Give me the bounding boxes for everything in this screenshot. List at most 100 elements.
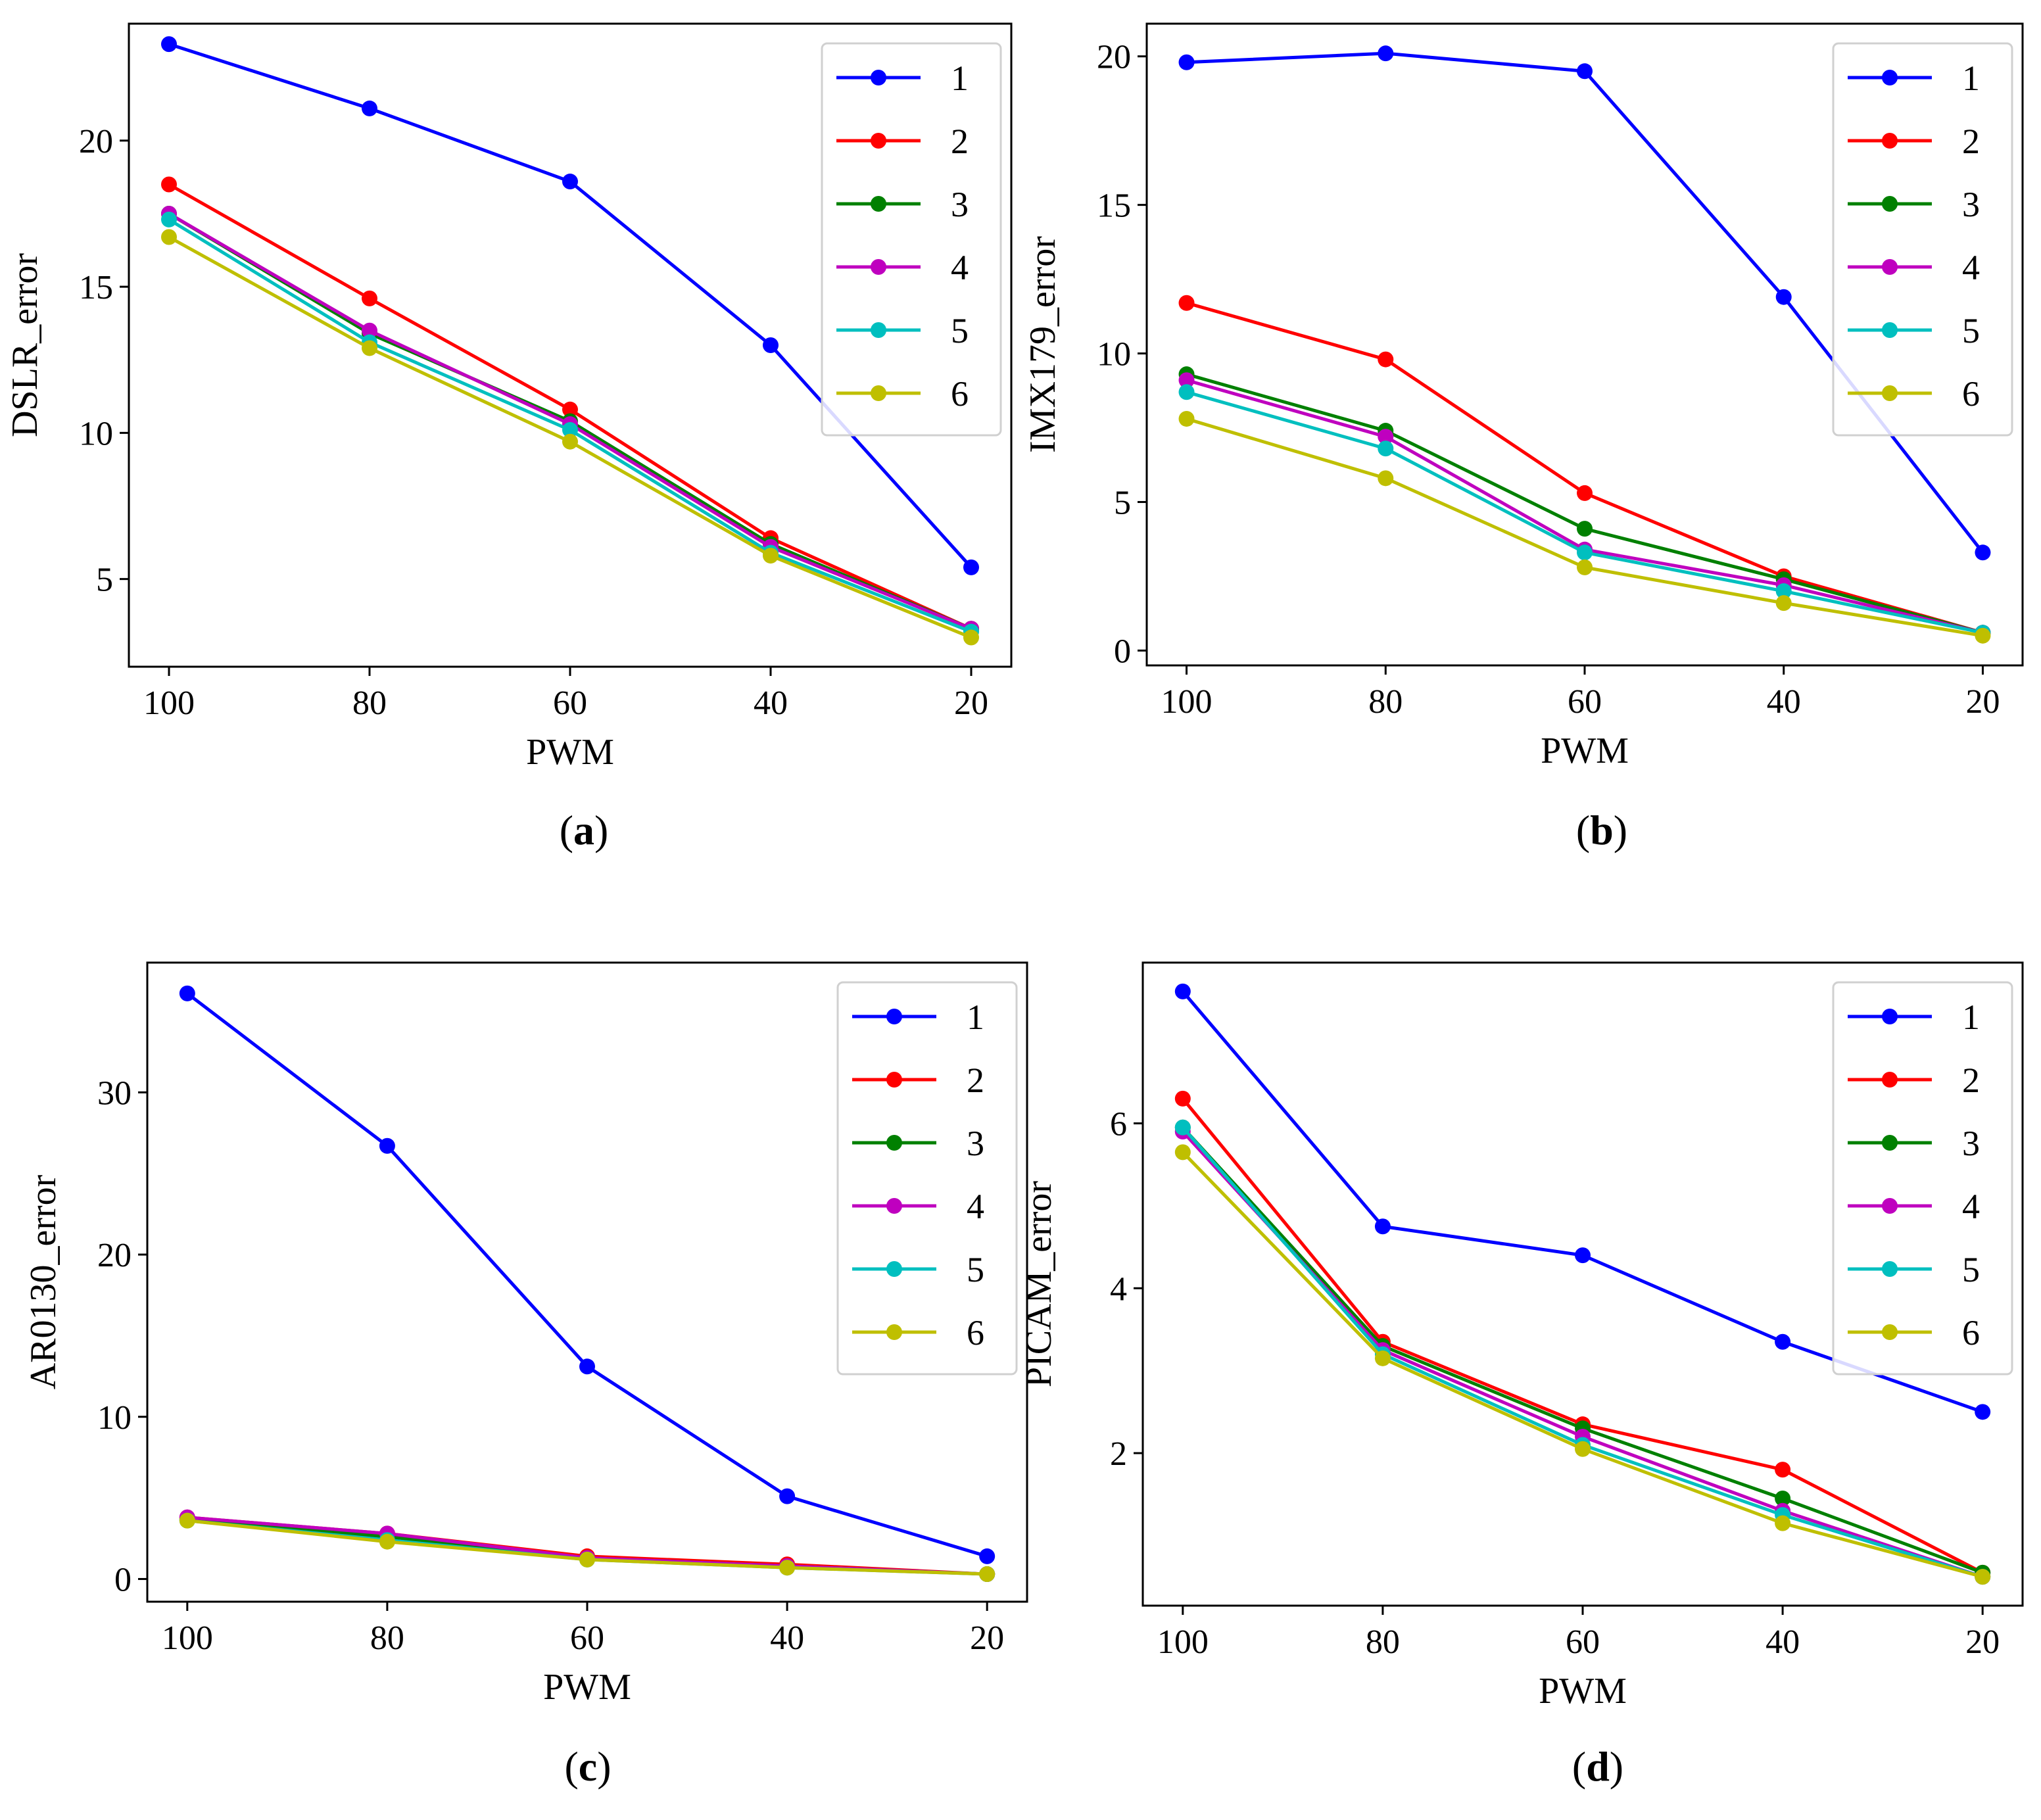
series-1-point <box>979 1548 996 1564</box>
legend-label: 6 <box>967 1313 984 1353</box>
legend-swatch-marker <box>1882 70 1898 85</box>
series-2-point <box>1577 485 1593 501</box>
legend-label: 5 <box>1962 1250 1980 1289</box>
series-2-point <box>1178 295 1195 311</box>
panel-a: 100 80 60 40 20 5 10 15 20 PWM DSLR_error 1 2 3 4 5 6 (a) <box>5 22 1013 853</box>
series-1-point <box>161 36 177 53</box>
caption-close-paren: ) <box>1610 1743 1623 1790</box>
legend-swatch-marker <box>886 1198 902 1214</box>
legend-swatch-marker <box>886 1009 902 1024</box>
series-2-point <box>1378 351 1394 368</box>
caption-open-paren: ( <box>1572 1743 1586 1790</box>
y-tick-label: 20 <box>79 123 113 160</box>
legend-label: 1 <box>967 997 984 1037</box>
series-6-point <box>1378 470 1394 487</box>
legend-label: 4 <box>951 248 969 287</box>
legend-swatch-marker <box>886 1135 902 1151</box>
series-6-point <box>161 229 177 245</box>
legend-swatch-marker <box>1882 133 1898 149</box>
legend-swatch-marker <box>1882 1009 1898 1024</box>
legend-swatch-marker <box>871 322 886 338</box>
y-tick-label: 20 <box>1097 39 1131 76</box>
caption-close-paren: ) <box>1614 807 1627 853</box>
series-6-point <box>562 433 578 450</box>
y-tick-label: 0 <box>114 1561 132 1598</box>
caption-letter: d <box>1586 1743 1610 1790</box>
panel-d: 100 80 60 40 20 2 4 6 PWM PICAM_error 1 2 3 4 5 6 (d) <box>1019 961 2024 1790</box>
x-tick-label: 60 <box>570 1619 604 1657</box>
panel-caption: (c) <box>564 1743 611 1790</box>
series-5-point <box>1378 441 1394 457</box>
series-5-point <box>1178 384 1195 400</box>
legend-label: 2 <box>951 122 969 161</box>
y-tick-label: 10 <box>1097 336 1131 373</box>
series-6-point <box>179 1512 195 1529</box>
series-5-point <box>1577 544 1593 561</box>
legend-label: 2 <box>1962 1061 1980 1100</box>
series-1-point <box>1775 289 1792 305</box>
legend-label: 2 <box>1962 122 1980 161</box>
series-4-point <box>362 322 377 339</box>
legend-swatch-marker <box>1882 1198 1898 1214</box>
series-1-point <box>763 337 779 353</box>
y-axis-title: DSLR_error <box>5 253 45 437</box>
series-2-point <box>1775 1462 1791 1478</box>
legend <box>836 981 1018 1376</box>
x-axis-title: PWM <box>1541 730 1629 771</box>
x-tick-label: 100 <box>1161 683 1213 721</box>
y-axis-title: IMX179_error <box>1022 236 1063 453</box>
x-tick-label: 20 <box>954 684 988 722</box>
legend-swatch-marker <box>871 259 886 275</box>
series-6-point <box>1975 1569 1991 1585</box>
caption-open-paren: ( <box>560 807 573 853</box>
legend-label: 6 <box>1962 374 1980 414</box>
x-tick-label: 60 <box>1568 683 1602 721</box>
legend-label: 3 <box>951 185 969 224</box>
x-axis-title: PWM <box>1539 1671 1627 1712</box>
legend-swatch-marker <box>1882 385 1898 401</box>
caption-letter: c <box>579 1743 597 1790</box>
series-1-point <box>1575 1247 1591 1264</box>
legend-label: 6 <box>951 374 969 414</box>
series-1-point <box>379 1138 395 1154</box>
caption-close-paren: ) <box>594 807 608 853</box>
y-tick-label: 4 <box>1110 1270 1127 1308</box>
y-axis-title: AR0130_error <box>23 1174 64 1389</box>
legend-label: 3 <box>967 1124 984 1163</box>
series-5-point <box>562 421 578 438</box>
series-6-point <box>1174 1144 1191 1161</box>
x-axis-title: PWM <box>526 732 614 773</box>
series-3-point <box>1577 521 1593 537</box>
x-tick-label: 40 <box>1765 1623 1800 1661</box>
legend-label: 5 <box>967 1250 984 1289</box>
legend-swatch-marker <box>871 385 886 401</box>
legend-label: 5 <box>951 311 969 350</box>
x-tick-label: 40 <box>770 1619 804 1657</box>
x-tick-label: 40 <box>754 684 788 722</box>
x-tick-label: 100 <box>1157 1623 1209 1661</box>
legend <box>821 42 1002 437</box>
series-1-point <box>963 559 979 575</box>
x-tick-label: 20 <box>1965 1623 2000 1661</box>
legend-swatch-marker <box>1882 1135 1898 1151</box>
series-1-point <box>362 100 377 116</box>
series-6-point <box>763 548 779 564</box>
x-tick-label: 80 <box>1368 683 1403 721</box>
series-1-point <box>779 1488 796 1504</box>
y-tick-label: 15 <box>1097 187 1131 225</box>
y-tick-label: 30 <box>97 1074 132 1112</box>
legend-label: 6 <box>1962 1313 1980 1353</box>
caption-open-paren: ( <box>1576 807 1590 853</box>
legend-label: 5 <box>1962 311 1980 350</box>
panel-c: 100 80 60 40 20 0 10 20 30 PWM AR0130_error 1 2 3 4 5 6 (… <box>23 961 1028 1790</box>
series-1-point <box>1374 1218 1391 1235</box>
series-6-point <box>1575 1441 1591 1457</box>
legend-label: 3 <box>1962 185 1980 224</box>
series-2-point <box>1174 1090 1191 1107</box>
series-4-point <box>1378 429 1394 445</box>
y-tick-label: 10 <box>79 415 113 452</box>
legend-swatch-marker <box>871 196 886 212</box>
legend-label: 1 <box>1962 59 1980 98</box>
series-5-point <box>161 211 177 228</box>
